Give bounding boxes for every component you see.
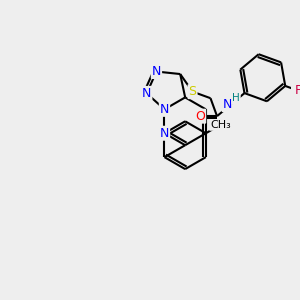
Text: H: H	[232, 93, 240, 103]
Text: N: N	[160, 103, 169, 116]
Text: O: O	[195, 110, 205, 123]
Text: F: F	[295, 84, 300, 97]
Text: S: S	[188, 85, 196, 98]
Text: N: N	[160, 127, 169, 140]
Text: N: N	[142, 87, 152, 100]
Text: CH₃: CH₃	[210, 120, 231, 130]
Text: N: N	[152, 65, 161, 78]
Text: N: N	[223, 98, 232, 111]
